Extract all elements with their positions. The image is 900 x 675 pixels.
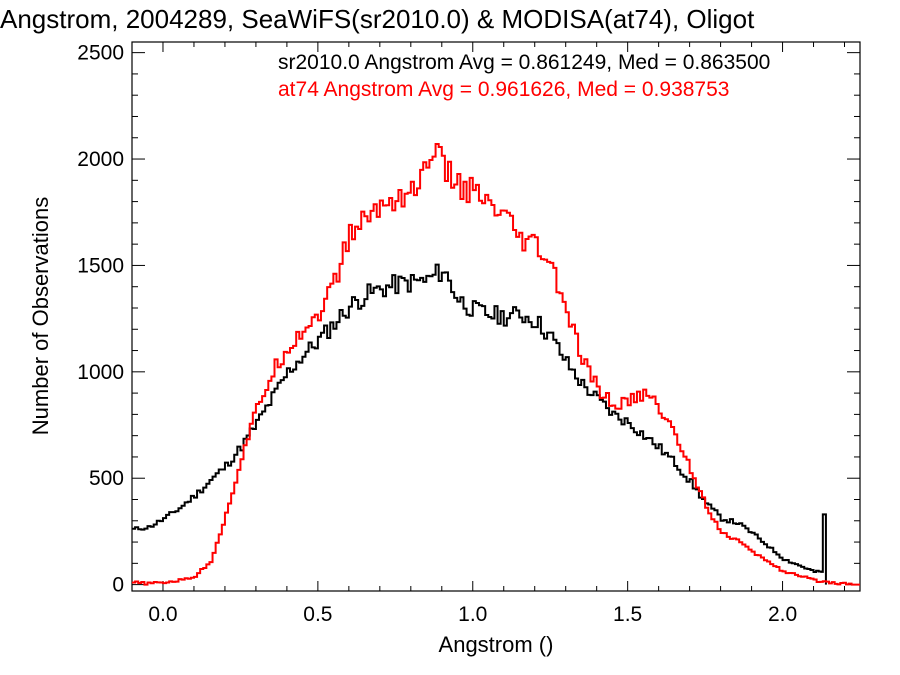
y-tick-label: 500: [89, 467, 124, 490]
x-tick-label: 1.0: [458, 603, 487, 626]
series-layer: [132, 143, 860, 586]
chart-title: Angstrom, 2004289, SeaWiFS(sr2010.0) & M…: [0, 4, 755, 34]
y-tick-label: 1000: [77, 361, 124, 384]
stats-line-red: at74 Angstrom Avg = 0.961626, Med = 0.93…: [278, 78, 729, 101]
x-tick-label: 1.5: [613, 603, 642, 626]
y-axis: 0 500 1000 1500 2000 2500: [77, 42, 860, 597]
x-tick-label: 0.0: [148, 603, 177, 626]
y-tick-label: 0: [112, 574, 124, 597]
x-axis-title: Angstrom (): [439, 632, 554, 657]
y-tick-label: 2000: [77, 148, 124, 171]
y-axis-title: Number of Observations: [28, 197, 53, 435]
plot-frame: [131, 41, 861, 592]
y-tick-label: 1500: [77, 254, 124, 277]
x-tick-label: 2.0: [768, 603, 797, 626]
x-axis: 0.0 0.5 1.0 1.5 2.0: [131, 42, 846, 626]
y-tick-label: 2500: [77, 42, 124, 65]
series-sr2010-line: [132, 263, 827, 585]
series-at74-line: [132, 143, 860, 586]
stats-line-black: sr2010.0 Angstrom Avg = 0.861249, Med = …: [278, 51, 770, 74]
x-tick-label: 0.5: [303, 603, 332, 626]
